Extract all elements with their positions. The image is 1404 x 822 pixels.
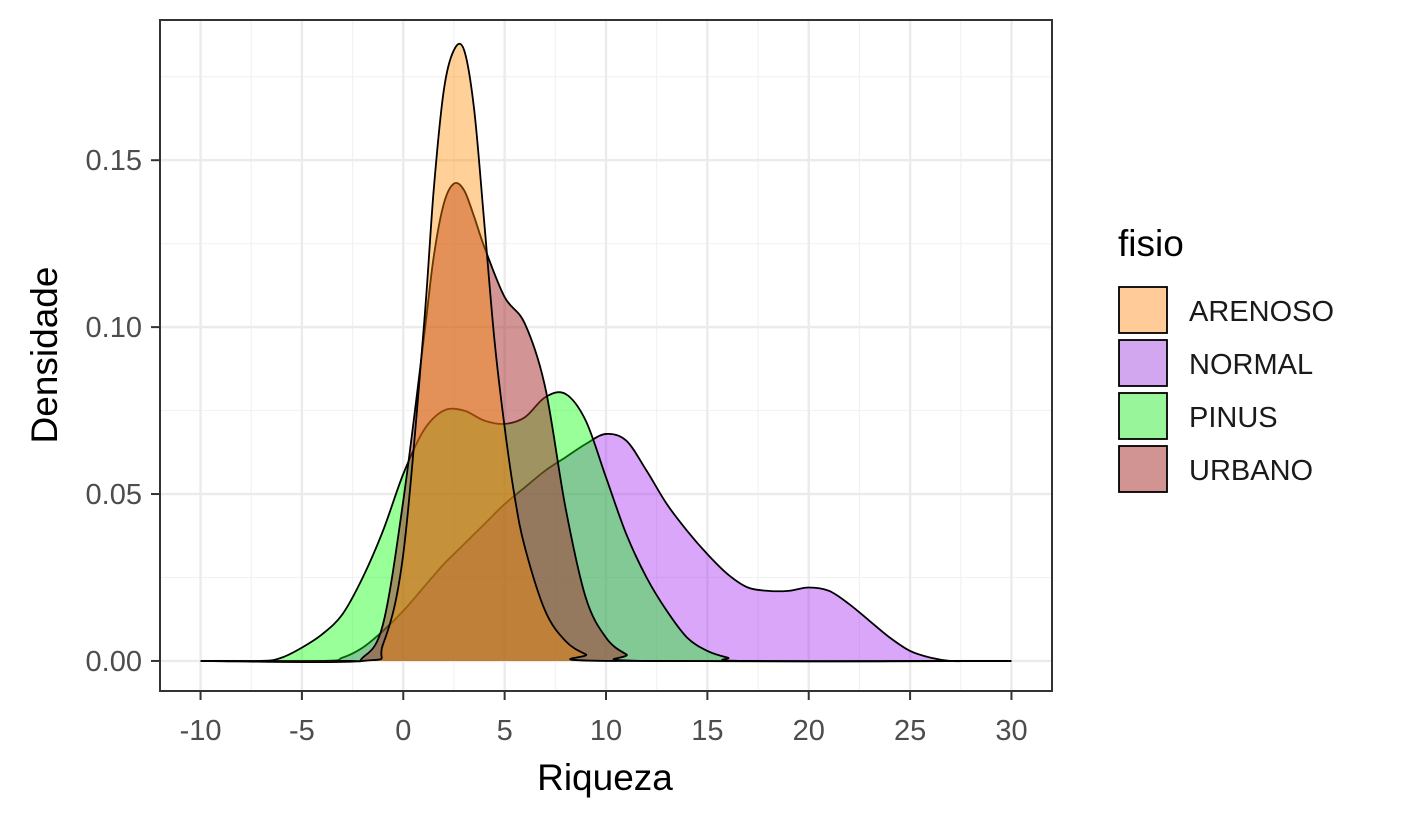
density-areas: [200, 42, 1012, 664]
density-area-urbano: [200, 182, 1012, 662]
legend-swatch-pinus: [1118, 392, 1168, 440]
x-tick-label: 10: [590, 715, 622, 747]
y-axis: 0.00 0.05 0.10 0.15: [86, 145, 160, 678]
legend: fisio ARENOSO NORMAL PINUS URBANO: [1118, 223, 1334, 493]
legend-label-arenoso: ARENOSO: [1189, 296, 1334, 328]
x-tick-label: 0: [395, 715, 411, 747]
density-line-arenoso: [200, 42, 1012, 664]
x-tick-label: 20: [793, 715, 825, 747]
legend-title: fisio: [1118, 223, 1184, 264]
y-axis-title: Densidade: [24, 267, 65, 444]
x-tick-label: 30: [995, 715, 1027, 747]
legend-label-urbano: URBANO: [1189, 455, 1313, 487]
x-tick-label: 5: [497, 715, 513, 747]
x-tick-label: 15: [691, 715, 723, 747]
x-axis: -10 -5 0 5 10 15 20 25 30: [180, 691, 1028, 747]
legend-swatch-urbano: [1118, 445, 1168, 493]
y-tick-label: 0.10: [86, 312, 142, 344]
legend-swatch-normal: [1118, 339, 1168, 387]
legend-label-pinus: PINUS: [1189, 402, 1278, 434]
x-tick-label: -10: [180, 715, 222, 747]
y-tick-label: 0.00: [86, 646, 142, 678]
legend-swatch-arenoso: [1118, 286, 1168, 334]
y-tick-label: 0.05: [86, 479, 142, 511]
x-tick-label: -5: [289, 715, 315, 747]
y-tick-label: 0.15: [86, 145, 142, 177]
x-tick-label: 25: [894, 715, 926, 747]
density-area-normal: [200, 433, 1012, 662]
x-axis-title: Riqueza: [537, 757, 673, 798]
legend-label-normal: NORMAL: [1189, 349, 1313, 381]
density-line-urbano: [200, 182, 1012, 663]
